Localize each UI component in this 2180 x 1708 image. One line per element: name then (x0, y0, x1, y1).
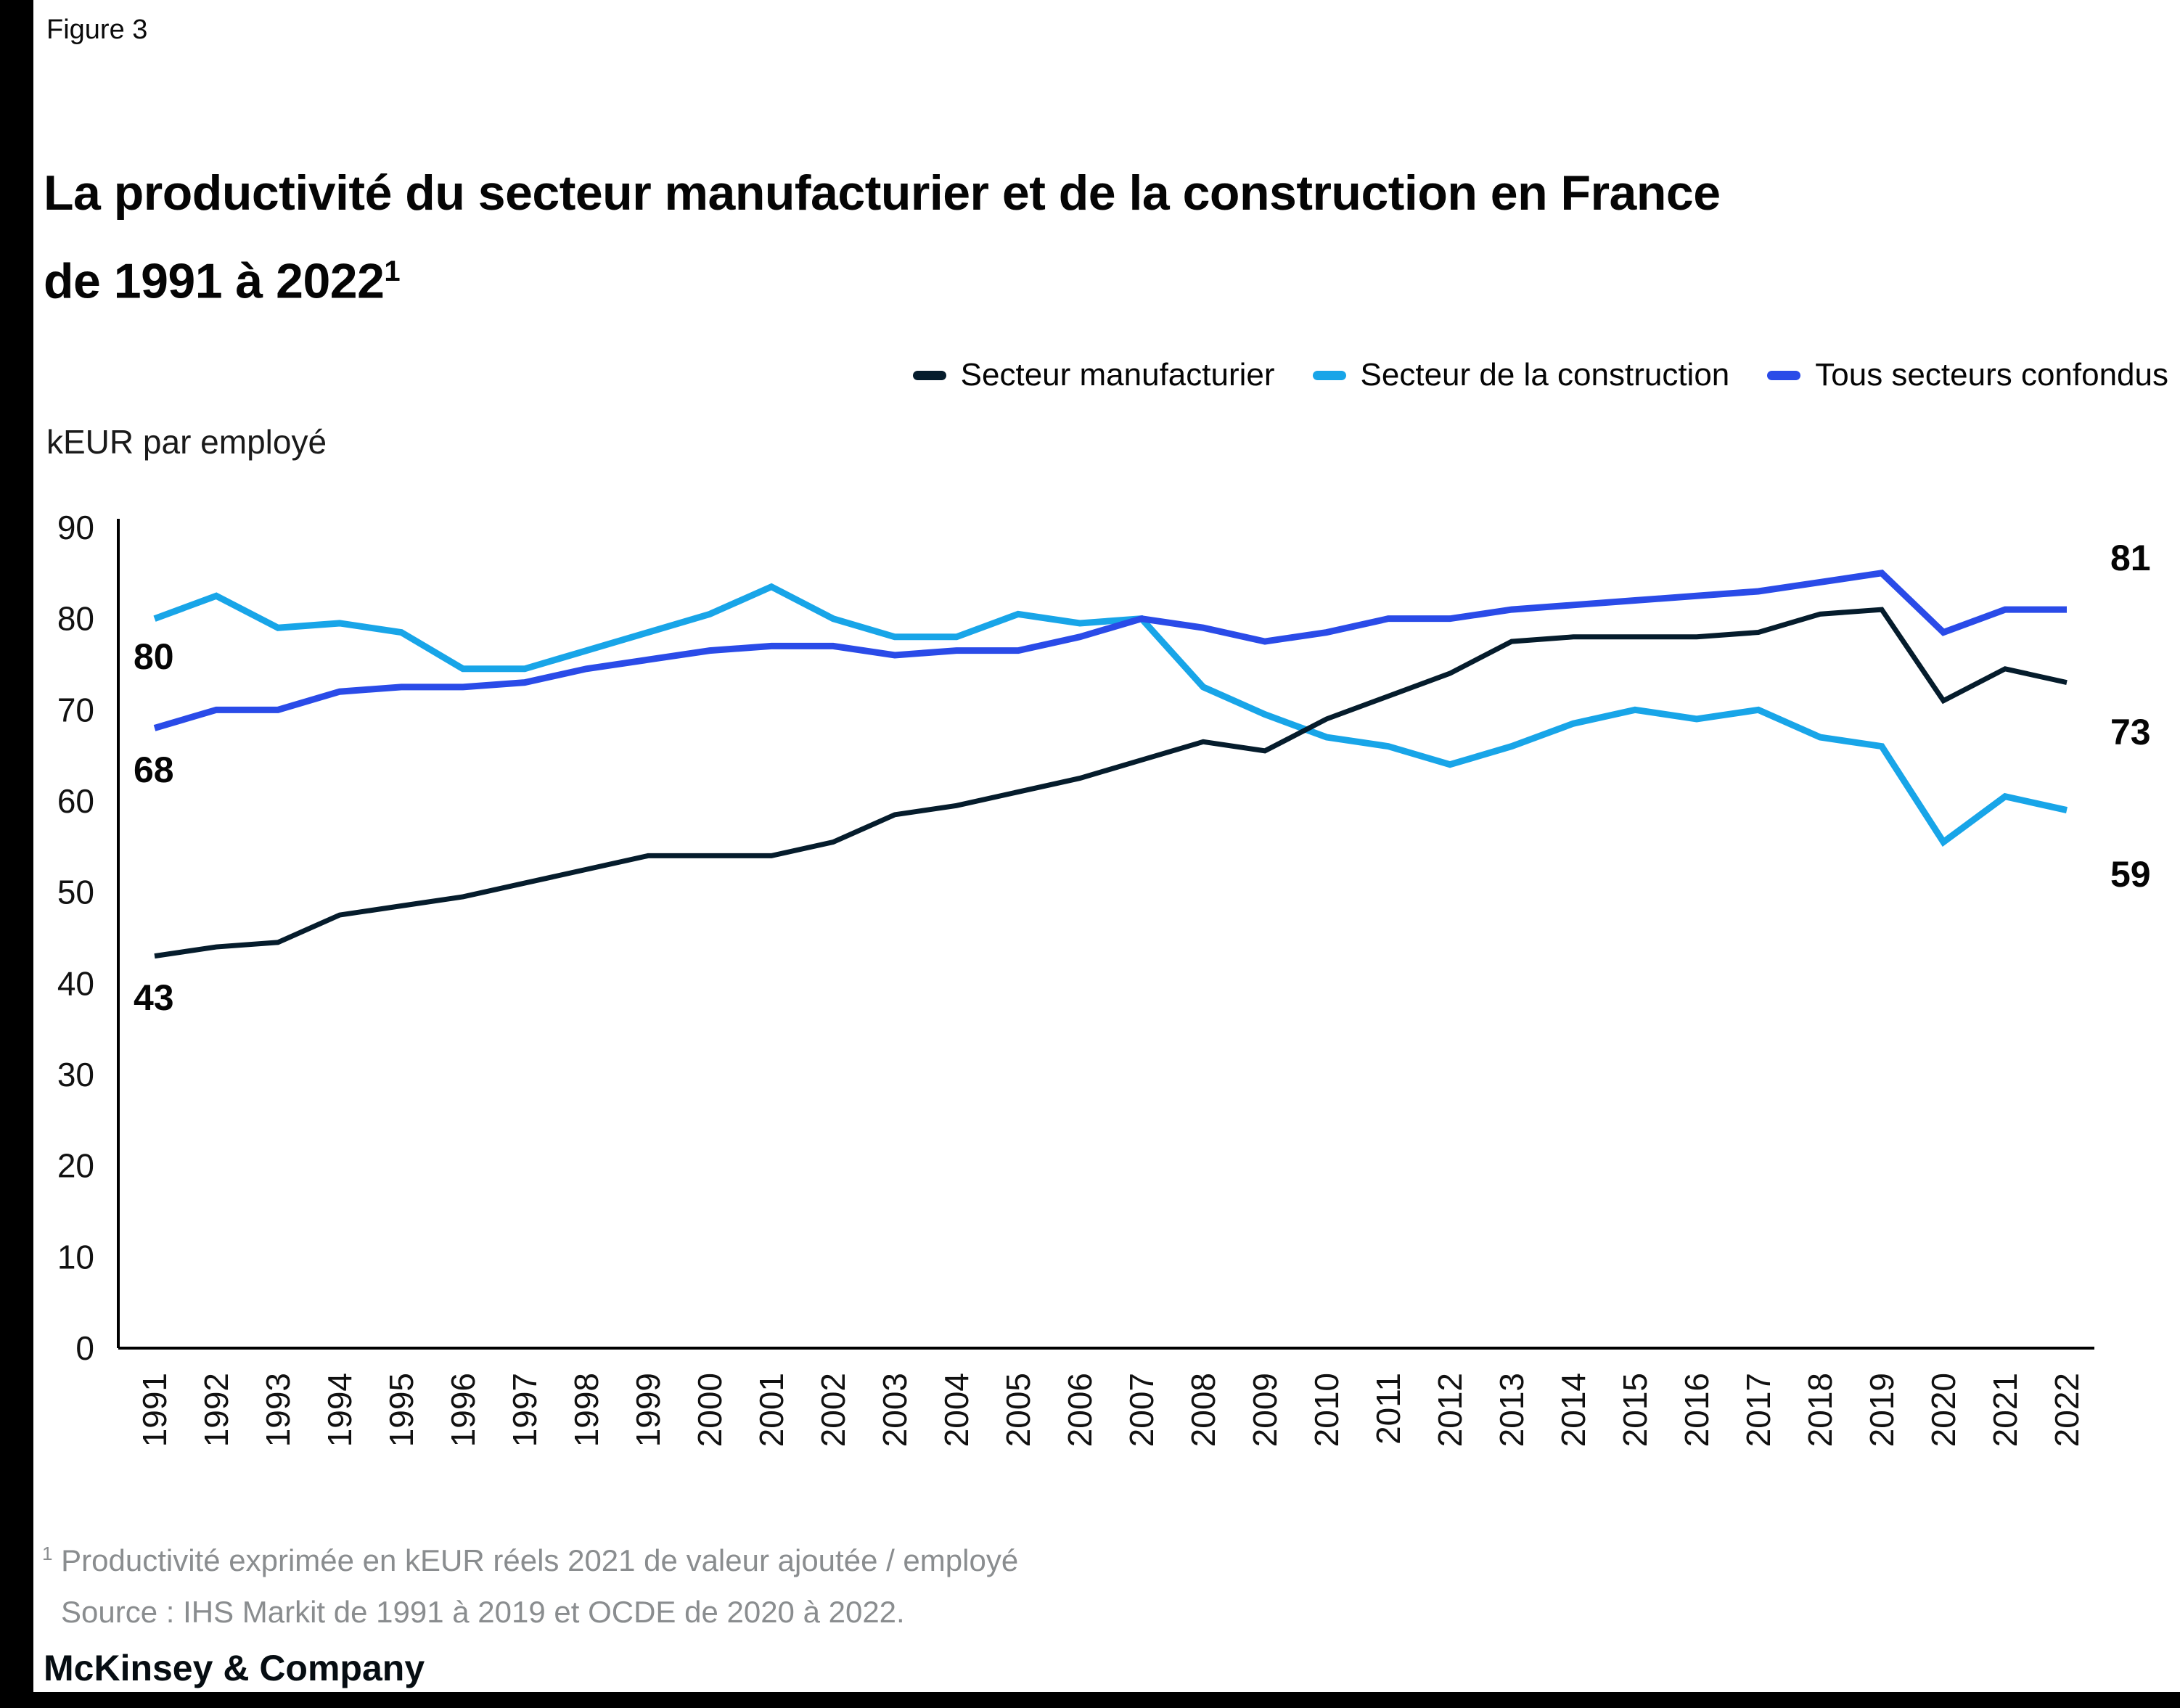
title-line-1: La productivité du secteur manufacturier… (44, 165, 1721, 221)
y-tick-label: 50 (57, 874, 94, 911)
bottom-border-bar (0, 1692, 2180, 1708)
x-tick-label: 2008 (1184, 1373, 1222, 1447)
x-tick-label: 2009 (1246, 1373, 1284, 1447)
legend-label: Tous secteurs confondus (1815, 357, 2168, 393)
x-tick-label: 2021 (1986, 1373, 2024, 1447)
construction-swatch-icon (1312, 370, 1346, 380)
x-tick-label: 1993 (259, 1373, 297, 1447)
y-axis-title: kEUR par employé (46, 423, 327, 461)
y-tick-label: 20 (57, 1147, 94, 1185)
source-line: Source : IHS Markit de 1991 à 2019 et OC… (61, 1595, 905, 1629)
x-tick-label: 1996 (444, 1373, 482, 1447)
tous-secteurs-swatch-icon (1767, 370, 1801, 380)
end-value-label: 73 (2110, 712, 2151, 752)
x-tick-label: 1992 (197, 1373, 235, 1447)
endpoint-value-labels: 43 73 80 59 68 81 (134, 538, 2151, 1018)
x-tick-label: 2002 (814, 1373, 852, 1447)
y-tick-label: 60 (57, 782, 94, 820)
x-tick-label: 2003 (876, 1373, 914, 1447)
x-tick-label: 2001 (753, 1373, 790, 1447)
x-tick-label: 2022 (2048, 1373, 2086, 1447)
x-tick-label: 2004 (938, 1373, 975, 1447)
footnote: 1 Productivité exprimée en kEUR réels 20… (42, 1543, 1018, 1578)
title-line-2: de 1991 à 2022 (44, 253, 385, 309)
x-tick-label: 2006 (1061, 1373, 1099, 1447)
x-tick-label: 2011 (1369, 1373, 1407, 1445)
x-tick-label: 2007 (1123, 1373, 1160, 1447)
x-tick-label: 2016 (1678, 1373, 1716, 1447)
y-tick-label: 80 (57, 600, 94, 638)
x-tick-label: 2010 (1308, 1373, 1345, 1447)
start-value-label: 43 (134, 977, 174, 1018)
y-tick-label: 30 (57, 1056, 94, 1093)
y-tick-label: 10 (57, 1238, 94, 1276)
series-line-2 (153, 570, 2067, 731)
x-tick-label: 2019 (1863, 1373, 1901, 1447)
footnote-text: Productivité exprimée en kEUR réels 2021… (61, 1543, 1019, 1577)
x-tick-label: 2014 (1554, 1373, 1592, 1447)
y-axis-tick-labels: 90 80 70 60 50 40 30 20 10 0 (57, 509, 94, 1367)
figure-label: Figure 3 (46, 15, 148, 45)
legend-label: Secteur de la construction (1360, 357, 1730, 393)
title-footnote-marker: 1 (384, 255, 401, 287)
series-lines (153, 570, 2068, 959)
x-tick-label: 2015 (1616, 1373, 1654, 1447)
series-line-1 (153, 583, 2068, 847)
legend-item-manufacturier: Secteur manufacturier (912, 357, 1275, 393)
start-value-label: 80 (134, 636, 174, 677)
y-tick-label: 0 (75, 1329, 94, 1367)
manufacturier-swatch-icon (912, 370, 946, 380)
mckinsey-wordmark: McKinsey & Company (44, 1648, 425, 1688)
x-tick-label: 2005 (999, 1373, 1037, 1447)
y-tick-label: 90 (57, 509, 94, 546)
chart-legend: Secteur manufacturier Secteur de la cons… (912, 357, 2168, 393)
y-tick-label: 40 (57, 964, 94, 1002)
axes (117, 519, 2094, 1350)
legend-item-construction: Secteur de la construction (1312, 357, 1730, 393)
legend-label: Secteur manufacturier (960, 357, 1275, 393)
x-tick-label: 1997 (506, 1373, 544, 1447)
x-tick-label: 2000 (691, 1373, 729, 1447)
x-tick-label: 2012 (1431, 1373, 1469, 1447)
legend-item-tous-secteurs: Tous secteurs confondus (1767, 357, 2168, 393)
start-value-label: 68 (134, 750, 174, 790)
x-tick-label: 2020 (1925, 1373, 1962, 1447)
x-tick-label: 1995 (382, 1373, 420, 1447)
x-tick-label: 2017 (1740, 1373, 1777, 1447)
x-tick-label: 1999 (629, 1373, 667, 1447)
left-border-bar (0, 0, 33, 1708)
x-tick-label: 1991 (136, 1373, 173, 1447)
y-tick-label: 70 (57, 691, 94, 728)
end-value-label: 59 (2110, 854, 2151, 895)
x-tick-label: 2018 (1801, 1373, 1839, 1447)
x-tick-label: 1998 (567, 1373, 605, 1447)
footnote-marker: 1 (42, 1543, 53, 1564)
end-value-label: 81 (2110, 538, 2151, 578)
page-title: La productivité du secteur manufacturier… (44, 154, 1858, 321)
x-tick-label: 1994 (321, 1373, 358, 1447)
series-line-0 (154, 607, 2068, 959)
x-axis-year-labels: 1991 1992 1993 1994 1995 1996 1997 1998 1999 2000… (136, 1373, 2086, 1447)
x-tick-label: 2013 (1493, 1373, 1530, 1447)
